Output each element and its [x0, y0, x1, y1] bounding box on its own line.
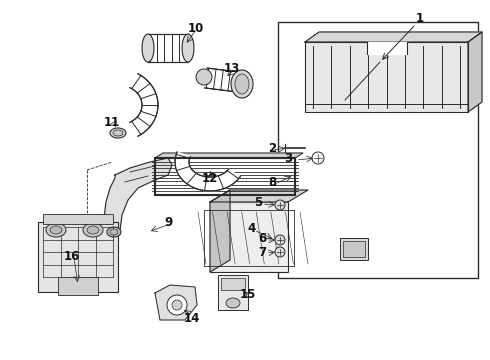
Bar — [221, 278, 245, 290]
Bar — [155, 158, 295, 195]
Bar — [340, 238, 368, 260]
Polygon shape — [205, 68, 239, 92]
Polygon shape — [175, 152, 240, 191]
Text: 16: 16 — [64, 249, 80, 262]
Text: 15: 15 — [240, 288, 256, 301]
Ellipse shape — [235, 74, 249, 94]
Circle shape — [312, 152, 324, 164]
Text: 7: 7 — [258, 246, 266, 258]
Bar — [218, 275, 248, 310]
Text: 3: 3 — [284, 152, 292, 165]
Ellipse shape — [110, 229, 118, 235]
Ellipse shape — [182, 34, 194, 62]
Text: 6: 6 — [258, 231, 266, 244]
Ellipse shape — [113, 130, 123, 136]
Text: 11: 11 — [104, 116, 120, 129]
Text: 14: 14 — [184, 311, 200, 324]
Polygon shape — [305, 32, 482, 42]
Ellipse shape — [46, 223, 66, 237]
Polygon shape — [155, 153, 303, 158]
Text: 2: 2 — [268, 141, 276, 154]
Text: 4: 4 — [248, 221, 256, 234]
Ellipse shape — [110, 128, 126, 138]
Polygon shape — [367, 42, 407, 54]
Text: 13: 13 — [224, 62, 240, 75]
Bar — [58, 277, 98, 295]
Polygon shape — [210, 190, 230, 272]
Polygon shape — [130, 74, 158, 136]
Ellipse shape — [142, 34, 154, 62]
Text: 9: 9 — [164, 216, 172, 229]
Polygon shape — [210, 190, 308, 202]
Text: 8: 8 — [268, 176, 276, 189]
Circle shape — [275, 200, 285, 210]
Text: 1: 1 — [416, 12, 424, 24]
Ellipse shape — [87, 226, 99, 234]
Text: 12: 12 — [202, 171, 218, 185]
Bar — [278, 22, 478, 278]
Bar — [43, 214, 113, 224]
Ellipse shape — [50, 226, 62, 234]
Polygon shape — [468, 32, 482, 112]
Polygon shape — [104, 158, 172, 235]
Circle shape — [275, 235, 285, 245]
Polygon shape — [155, 285, 197, 320]
Bar — [210, 202, 288, 272]
Text: 5: 5 — [254, 195, 262, 208]
Circle shape — [172, 300, 182, 310]
Ellipse shape — [226, 298, 240, 308]
Ellipse shape — [107, 227, 121, 237]
Ellipse shape — [231, 70, 253, 98]
Circle shape — [196, 69, 212, 85]
Bar — [155, 158, 295, 195]
Circle shape — [167, 295, 187, 315]
Polygon shape — [148, 34, 188, 62]
Bar — [343, 241, 365, 257]
Bar — [305, 42, 468, 112]
Ellipse shape — [83, 223, 103, 237]
Text: 10: 10 — [188, 22, 204, 35]
Bar — [38, 222, 118, 292]
Circle shape — [275, 247, 285, 257]
